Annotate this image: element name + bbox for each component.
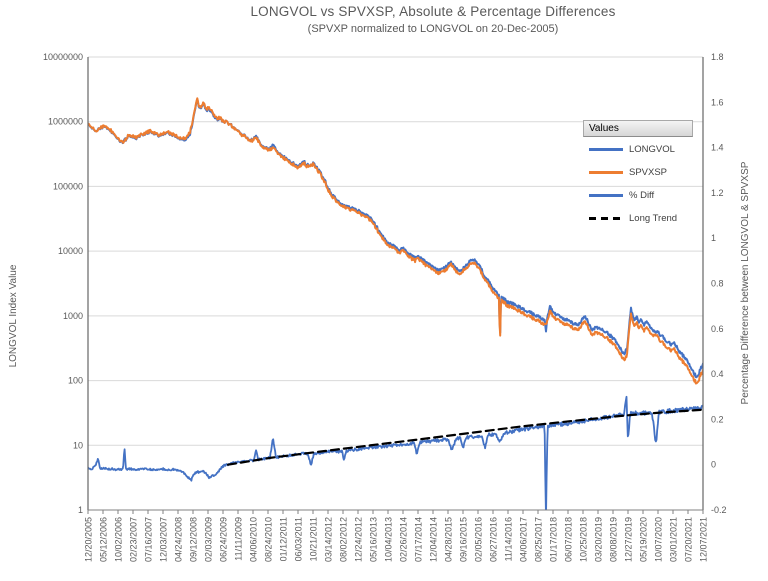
chart-title: LONGVOL vs SPVXSP, Absolute & Percentage…: [250, 4, 616, 19]
y-axis-label-right: 1.8: [711, 52, 724, 62]
legend-swatch-longvol: [589, 147, 623, 151]
x-axis-label: 10/04/2013: [384, 517, 394, 562]
x-axis-label: 04/28/2015: [444, 517, 454, 562]
series-pctdiff-line[interactable]: [88, 395, 703, 517]
x-axis-label: 09/12/2008: [189, 517, 199, 562]
values-field-button[interactable]: Values: [583, 120, 693, 137]
x-axis-label: 09/16/2015: [459, 517, 469, 562]
x-axis-label: 03/01/2021: [669, 517, 679, 562]
legend-swatch-trend: [589, 216, 623, 220]
x-axis-label: 03/20/2019: [594, 517, 604, 562]
legend-label: Long Trend: [629, 212, 678, 224]
legend-label: SPVXSP: [629, 166, 668, 178]
x-axis-label: 06/24/2009: [219, 517, 229, 562]
chart-title-block: LONGVOL vs SPVXSP, Absolute & Percentage…: [98, 4, 768, 35]
legend-swatch-pctdiff: [589, 193, 623, 197]
legend-swatch-spvxsp: [589, 170, 623, 174]
x-axis-label: 02/05/2016: [474, 517, 484, 562]
x-axis-label: 08/08/2019: [609, 517, 619, 562]
y-axis-label-right: 1.4: [711, 143, 724, 153]
x-axis-label: 02/26/2014: [399, 517, 409, 562]
legend-label: LONGVOL: [629, 143, 675, 155]
y-axis-label-left: 1000000: [48, 117, 83, 127]
legend-item-pctdiff[interactable]: % Diff: [583, 184, 695, 206]
x-axis-label: 07/16/2007: [144, 517, 154, 562]
legend-label: % Diff: [629, 189, 655, 201]
x-axis-label: 12/27/2019: [624, 517, 634, 562]
x-axis-label: 07/17/2014: [414, 517, 424, 562]
y-axis-label-right: 0.2: [711, 414, 724, 424]
x-axis-label: 08/24/2010: [264, 517, 274, 562]
x-axis-label: 11/14/2016: [504, 517, 514, 561]
x-axis-label: 08/02/2012: [339, 517, 349, 562]
x-axis-label: 10/25/2018: [579, 517, 589, 562]
y-axis-label-right: 0.4: [711, 369, 724, 379]
y-axis-label-right: 1.6: [711, 97, 724, 107]
x-axis-label: 05/12/2006: [99, 517, 109, 562]
x-axis-label: 04/24/2008: [174, 517, 184, 562]
x-axis-label: 05/19/2020: [639, 517, 649, 562]
x-axis-label: 12/04/2014: [429, 517, 439, 562]
x-axis-label: 12/24/2012: [354, 517, 364, 562]
y-axis-label-left: 1000: [63, 311, 83, 321]
x-axis-label: 12/03/2007: [159, 517, 169, 562]
y-axis-label-left: 10: [73, 440, 83, 450]
x-axis-label: 01/12/2011: [279, 517, 289, 561]
chart-subtitle: (SPVXP normalized to LONGVOL on 20-Dec-2…: [307, 23, 559, 35]
x-axis-label: 04/06/2017: [519, 517, 529, 562]
series-trend-line[interactable]: [226, 408, 703, 466]
y-axis-label-right: 0.8: [711, 279, 724, 289]
y-axis-label-right: 1: [711, 233, 716, 243]
x-axis-label: 06/03/2011: [294, 517, 304, 561]
y-axis-label-right: 0.6: [711, 324, 724, 334]
y-axis-label-right: 1.2: [711, 188, 724, 198]
series-spvxsp-line[interactable]: [88, 97, 703, 385]
x-axis-label: 12/20/2005: [84, 517, 94, 562]
x-axis-label: 05/16/2013: [369, 517, 379, 562]
x-axis-label: 12/07/2021: [699, 517, 709, 562]
x-axis-label: 01/17/2018: [549, 517, 559, 562]
axis-title-left: LONGVOL Index Value: [8, 264, 19, 367]
x-axis-label: 08/25/2017: [534, 517, 544, 562]
legend-item-longvol[interactable]: LONGVOL: [583, 138, 695, 160]
axis-title-right: Percentage Difference between LONGVOL & …: [740, 161, 751, 404]
x-axis-label: 02/03/2009: [204, 517, 214, 562]
x-axis-label: 04/06/2010: [249, 517, 259, 562]
y-axis-label-left: 1: [78, 505, 83, 515]
y-axis-label-left: 10000000: [43, 52, 83, 62]
y-axis-label-left: 100: [68, 376, 83, 386]
y-axis-label-left: 100000: [53, 181, 83, 191]
x-axis-label: 10/21/2011: [309, 517, 319, 561]
legend: Values LONGVOL SPVXSP % Diff Long Trend: [583, 120, 695, 229]
x-axis-label: 06/27/2016: [489, 517, 499, 562]
x-axis-label: 06/07/2018: [564, 517, 574, 562]
x-axis-label: 10/02/2006: [114, 517, 124, 562]
x-axis-label: 03/14/2012: [324, 517, 334, 562]
y-axis-label-right: -0.2: [711, 505, 727, 515]
x-axis-label: 10/07/2020: [654, 517, 664, 562]
x-axis-label: 07/20/2021: [684, 517, 694, 562]
x-axis-label: 11/11/2009: [234, 517, 244, 561]
y-axis-label-left: 10000: [58, 246, 83, 256]
x-axis-label: 02/23/2007: [129, 517, 139, 562]
legend-item-trend[interactable]: Long Trend: [583, 207, 695, 229]
legend-item-spvxsp[interactable]: SPVXSP: [583, 161, 695, 183]
y-axis-label-right: 0: [711, 460, 716, 470]
